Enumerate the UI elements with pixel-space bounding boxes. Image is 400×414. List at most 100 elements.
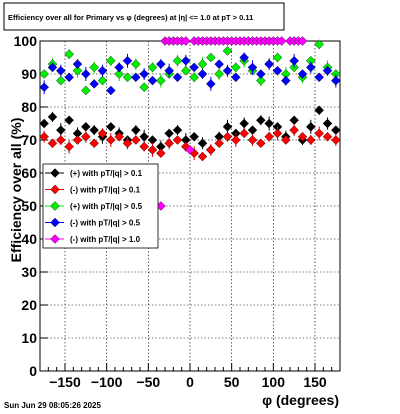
data-point xyxy=(106,135,116,145)
legend-marker xyxy=(50,184,60,195)
data-point xyxy=(314,128,324,139)
data-point xyxy=(81,131,91,142)
data-point xyxy=(139,82,149,92)
data-point xyxy=(114,69,124,79)
data-point xyxy=(89,125,99,135)
data-point xyxy=(197,59,208,69)
data-point xyxy=(322,118,333,129)
data-point xyxy=(197,138,208,149)
data-point xyxy=(72,59,83,69)
footer-timestamp: Sun Jun 29 08:05:26 2025 xyxy=(4,401,101,410)
data-point xyxy=(231,62,241,73)
legend: (+) with pT/|q| > 0.1 (-) with pT/|q| > 0… xyxy=(42,163,159,249)
data-point xyxy=(172,72,183,83)
data-point xyxy=(189,72,199,83)
data-point xyxy=(256,75,266,86)
data-point xyxy=(97,128,108,139)
data-point xyxy=(47,112,58,122)
data-point xyxy=(281,135,291,145)
data-point xyxy=(89,138,99,149)
data-point xyxy=(206,79,216,89)
data-point xyxy=(64,115,74,125)
data-point xyxy=(185,145,195,155)
legend-marker xyxy=(50,217,60,228)
data-point xyxy=(297,131,308,142)
y-tick-label: 60 xyxy=(21,165,37,181)
y-tick-label: 100 xyxy=(14,33,38,49)
data-point xyxy=(114,131,124,142)
data-point xyxy=(72,65,83,76)
data-point xyxy=(122,56,133,66)
y-tick-label: 90 xyxy=(21,66,37,82)
data-point xyxy=(47,138,58,149)
series-4 xyxy=(39,52,341,96)
data-point xyxy=(131,125,141,135)
y-tick-label: 30 xyxy=(21,264,37,280)
data-point xyxy=(114,62,124,73)
data-point xyxy=(56,75,66,86)
legend-entry-2: (-) with pT/|q| > 0.1 xyxy=(70,186,141,195)
data-point xyxy=(147,62,158,73)
data-point xyxy=(314,39,324,50)
data-point xyxy=(181,56,191,66)
data-point xyxy=(222,131,233,142)
data-point xyxy=(39,118,49,129)
y-tick-label: 20 xyxy=(21,297,37,313)
x-tick-label: 50 xyxy=(224,374,240,390)
legend-marker xyxy=(50,201,60,211)
data-point xyxy=(264,59,274,69)
axis-layer: 0 10 20 30 40 50 60 70 80 90 100 −150 −100 −50 0 50 100 1… xyxy=(14,33,341,390)
data-point xyxy=(322,131,333,142)
data-point xyxy=(189,131,199,142)
data-point xyxy=(89,79,99,89)
data-point xyxy=(172,135,183,145)
data-point xyxy=(131,72,141,83)
data-point xyxy=(272,128,283,139)
data-point xyxy=(264,131,274,142)
data-point xyxy=(239,128,249,139)
data-point xyxy=(131,135,141,145)
y-tick-label: 50 xyxy=(21,198,37,214)
data-point xyxy=(181,36,191,46)
legend-marker xyxy=(50,234,60,244)
y-tick-label: 70 xyxy=(21,132,37,148)
data-point xyxy=(39,69,49,79)
data-point xyxy=(39,131,49,142)
data-point xyxy=(131,59,141,69)
data-point xyxy=(297,69,308,79)
x-tick-label: 150 xyxy=(303,374,327,390)
data-point xyxy=(56,135,66,145)
data-point xyxy=(181,65,191,76)
data-point xyxy=(39,82,49,92)
data-point xyxy=(297,36,308,46)
data-point xyxy=(156,75,166,86)
legend-entry-3: (+) with pT/|q| > 0.5 xyxy=(70,202,143,211)
data-point xyxy=(306,122,316,132)
data-point xyxy=(72,135,83,145)
data-point xyxy=(122,72,133,83)
data-point xyxy=(289,56,299,66)
data-point xyxy=(106,122,116,132)
series-2 xyxy=(39,124,341,162)
data-point xyxy=(264,118,274,129)
data-point xyxy=(56,65,66,76)
data-point xyxy=(306,135,316,145)
y-tick-label: 0 xyxy=(29,363,37,379)
data-point xyxy=(239,118,249,129)
data-point xyxy=(89,62,99,73)
data-point xyxy=(64,141,74,152)
data-point xyxy=(164,138,174,149)
data-point xyxy=(314,105,324,116)
legend-entry-4: (-) with pT/|q| > 0.5 xyxy=(70,219,141,228)
data-point xyxy=(156,148,166,158)
data-point xyxy=(139,141,149,152)
data-point xyxy=(47,62,58,73)
data-point xyxy=(222,65,233,76)
data-point xyxy=(214,59,224,69)
data-point xyxy=(97,65,108,76)
data-point xyxy=(314,72,324,83)
data-point xyxy=(214,138,224,149)
y-tick-label: 80 xyxy=(21,99,37,115)
legend-entry-5: (-) with pT/|q| > 1.0 xyxy=(70,235,141,244)
